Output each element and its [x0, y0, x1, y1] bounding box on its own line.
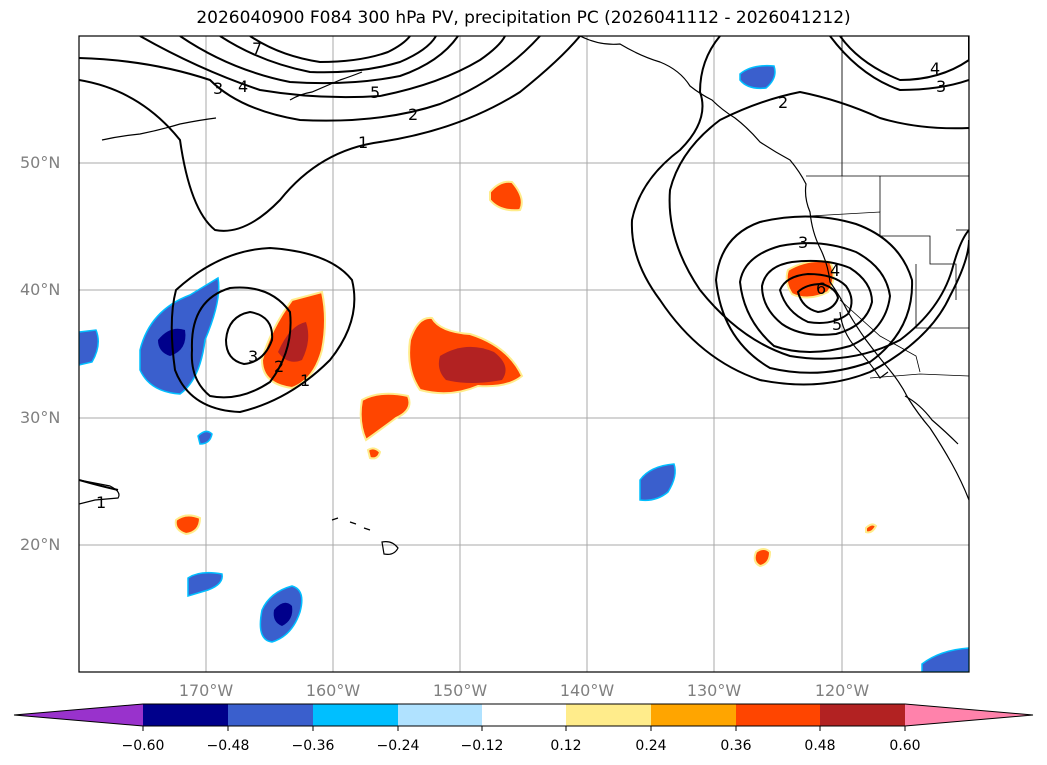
precip-positive-shading: [174, 180, 878, 568]
contour-label: 3: [798, 233, 808, 252]
colorbar-extend-high: [905, 704, 1033, 726]
colorbar-tick-label: −0.12: [460, 738, 504, 754]
precip-negative-shading: [79, 64, 969, 672]
map-frame: [79, 36, 969, 672]
contour-label: 2: [408, 105, 418, 124]
colorbar-segment: [736, 704, 820, 726]
colorbar-extend-low: [14, 704, 143, 726]
colorbar-tick-label: 0.60: [889, 738, 921, 754]
colorbar-segment: [228, 704, 313, 726]
colorbar: [13, 703, 1034, 731]
contour-label: 3: [936, 77, 946, 96]
colorbar-tick-label: 0.36: [720, 738, 752, 754]
lon-label: 150°W: [432, 681, 488, 700]
lat-label: 30°N: [20, 408, 61, 427]
colorbar-tick-label: −0.24: [376, 738, 420, 754]
colorbar-segment: [651, 704, 736, 726]
colorbar-tick-label: 0.12: [550, 738, 582, 754]
contour-label: 1: [358, 133, 368, 152]
colorbar-tick-label: −0.60: [121, 738, 165, 754]
contour-label: 7: [252, 39, 262, 58]
colorbar-segment: [482, 704, 566, 726]
coastlines: [79, 36, 969, 555]
colorbar-segment: [143, 704, 228, 726]
contour-label: 6: [816, 279, 826, 298]
lat-label: 20°N: [20, 535, 61, 554]
lon-label: 120°W: [814, 681, 870, 700]
pv-contours: [79, 36, 969, 491]
contour-label: 4: [238, 77, 248, 96]
map-title: 2026040900 F084 300 hPa PV, precipitatio…: [196, 8, 851, 28]
contour-label: 5: [832, 315, 842, 334]
colorbar-tick-label: 0.48: [804, 738, 836, 754]
contour-label: 2: [274, 357, 284, 376]
colorbar-segment: [313, 704, 398, 726]
lon-label: 170°W: [178, 681, 234, 700]
lat-label: 40°N: [20, 280, 61, 299]
lat-label: 50°N: [20, 153, 61, 172]
colorbar-segment: [398, 704, 482, 726]
contour-label: 1: [96, 493, 106, 512]
map-border: [78, 35, 970, 673]
contour-label: 1: [300, 371, 310, 390]
colorbar-tick-label: −0.48: [206, 738, 250, 754]
colorbar-segment: [820, 704, 905, 726]
political-borders: [806, 36, 969, 379]
contour-label: 4: [930, 59, 940, 78]
lon-label: 160°W: [305, 681, 361, 700]
contour-label: 2: [778, 93, 788, 112]
contour-label: 5: [370, 83, 380, 102]
contour-label: 3: [213, 79, 223, 98]
colorbar-tick-label: −0.36: [291, 738, 335, 754]
lon-label: 140°W: [559, 681, 615, 700]
contour-label: 3: [248, 347, 258, 366]
colorbar-segment: [566, 704, 651, 726]
contour-labels: 7 3 4 5 2 1 3 2 1 2 3 4 5 6 4 3 1: [96, 39, 946, 512]
colorbar-tick-label: 0.24: [635, 738, 667, 754]
contour-label: 4: [830, 261, 840, 280]
lon-label: 130°W: [686, 681, 742, 700]
